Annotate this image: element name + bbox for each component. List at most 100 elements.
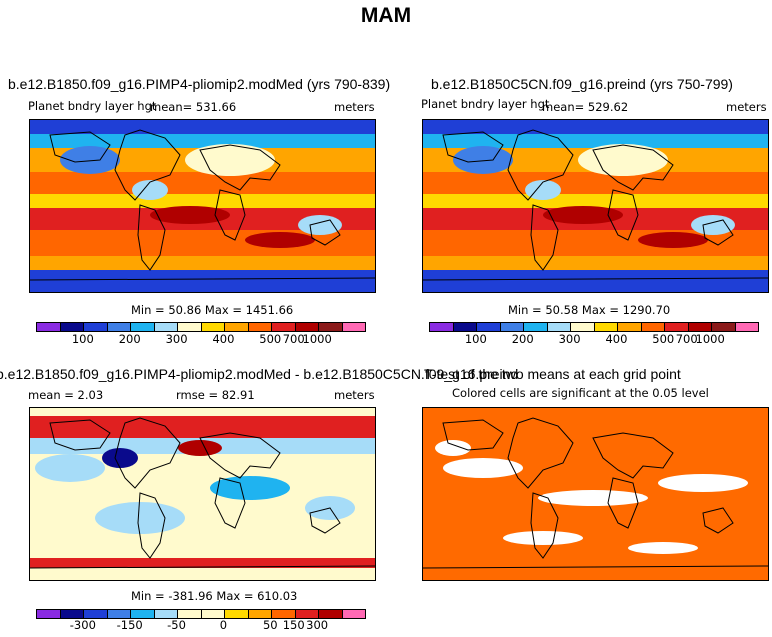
colorbar-tick-label: 1000 bbox=[695, 332, 725, 346]
colorbar-tick-label: 500 bbox=[259, 332, 282, 346]
map-field-patch bbox=[132, 180, 168, 200]
colorbar-swatch bbox=[84, 610, 108, 618]
map-field-band bbox=[423, 256, 768, 270]
coastline bbox=[309, 507, 341, 534]
colorbar-tick-label: 400 bbox=[605, 332, 628, 346]
panel1-title: b.e12.B1850.f09_g16.PIMP4-pliomip2.modMe… bbox=[8, 76, 391, 92]
panel3-title: b.e12.B1850.f09_g16.PIMP4-pliomip2.modMe… bbox=[0, 366, 519, 382]
colorbar-swatch bbox=[295, 610, 319, 618]
colorbar-swatch bbox=[37, 323, 61, 331]
coastline bbox=[49, 131, 111, 163]
panel4-title: T-test of the two means at each grid poi… bbox=[424, 366, 681, 382]
coastline bbox=[507, 417, 574, 489]
map-field-band bbox=[30, 416, 375, 438]
coastline bbox=[507, 129, 574, 201]
colorbar-tick-label: 200 bbox=[511, 332, 534, 346]
colorbar-swatch bbox=[154, 610, 178, 618]
ttest-insignificant-patch bbox=[538, 490, 648, 506]
colorbar-tick-label: 700 bbox=[675, 332, 698, 346]
colorbar-tick-label: 150 bbox=[282, 618, 305, 632]
panel3-rmse: rmse = 82.91 bbox=[176, 388, 255, 402]
colorbar-swatch bbox=[201, 323, 225, 331]
panel3-units: meters bbox=[334, 388, 375, 402]
panel1-minmax: Min = 50.86 Max = 1451.66 bbox=[131, 303, 294, 317]
map-field-band bbox=[30, 172, 375, 194]
panel2-minmax: Min = 50.58 Max = 1290.70 bbox=[508, 303, 671, 317]
colorbar-tick-label: -150 bbox=[116, 618, 143, 632]
colorbar-swatch bbox=[500, 323, 524, 331]
coastline bbox=[423, 277, 768, 281]
map-field-band bbox=[30, 256, 375, 270]
map-field-patch bbox=[638, 232, 708, 248]
colorbar-tick-label: 100 bbox=[464, 332, 487, 346]
colorbar-swatch bbox=[477, 323, 501, 331]
ttest-insignificant-patch bbox=[503, 531, 583, 545]
colorbar-swatch bbox=[131, 610, 155, 618]
panel2-map bbox=[422, 119, 769, 293]
colorbar-tick-label: -300 bbox=[69, 618, 96, 632]
map-field-band bbox=[423, 172, 768, 194]
colorbar-swatch bbox=[453, 323, 477, 331]
map-field-band bbox=[30, 270, 375, 292]
map-field-band bbox=[423, 120, 768, 134]
panel3-colorbar bbox=[36, 609, 366, 619]
panel4-map bbox=[422, 407, 769, 581]
map-field-patch bbox=[150, 206, 230, 224]
colorbar-swatch bbox=[107, 610, 131, 618]
colorbar-swatch bbox=[272, 610, 296, 618]
coastline bbox=[199, 144, 281, 191]
panel2-units: meters bbox=[726, 100, 767, 114]
map-field-band bbox=[30, 134, 375, 148]
colorbar-swatch bbox=[430, 323, 454, 331]
map-field-patch bbox=[210, 476, 290, 500]
colorbar-swatch bbox=[641, 323, 665, 331]
colorbar-tick-label: 300 bbox=[306, 618, 329, 632]
coastline bbox=[607, 189, 639, 241]
colorbar-swatch bbox=[84, 323, 108, 331]
coastline bbox=[442, 131, 504, 163]
colorbar-swatch bbox=[272, 323, 296, 331]
panel2-title: b.e12.B1850C5CN.f09_g16.preind (yrs 750-… bbox=[431, 76, 733, 92]
colorbar-swatch bbox=[248, 610, 272, 618]
colorbar-swatch bbox=[319, 610, 343, 618]
colorbar-tick-label: 700 bbox=[282, 332, 305, 346]
colorbar-swatch bbox=[107, 323, 131, 331]
coastline bbox=[114, 129, 181, 201]
map-field-band bbox=[423, 194, 768, 208]
coastline bbox=[30, 565, 375, 569]
coastline bbox=[530, 204, 559, 271]
panel1-mean: mean= 531.66 bbox=[150, 100, 237, 114]
panel1-colorbar bbox=[36, 322, 366, 332]
ttest-insignificant-patch bbox=[435, 440, 471, 456]
colorbar-swatch bbox=[342, 323, 365, 331]
colorbar-swatch bbox=[735, 323, 758, 331]
panel4-subtitle: Colored cells are significant at the 0.0… bbox=[452, 386, 709, 400]
coastline bbox=[702, 219, 734, 246]
colorbar-swatch bbox=[342, 610, 365, 618]
panel2-mean: mean= 529.62 bbox=[542, 100, 629, 114]
colorbar-swatch bbox=[201, 610, 225, 618]
coastline bbox=[702, 507, 734, 534]
map-field-patch bbox=[245, 232, 315, 248]
panel1-units: meters bbox=[334, 100, 375, 114]
colorbar-tick-label: 400 bbox=[212, 332, 235, 346]
map-field-band bbox=[30, 558, 375, 568]
colorbar-tick-label: 500 bbox=[652, 332, 675, 346]
coastline bbox=[592, 144, 674, 191]
colorbar-swatch bbox=[37, 610, 61, 618]
colorbar-swatch bbox=[178, 610, 202, 618]
colorbar-tick-label: 50 bbox=[262, 618, 278, 632]
map-field-patch bbox=[298, 215, 342, 235]
map-field-band bbox=[423, 134, 768, 148]
colorbar-tick-label: 300 bbox=[165, 332, 188, 346]
map-field-patch bbox=[525, 180, 561, 200]
colorbar-swatch bbox=[547, 323, 571, 331]
colorbar-tick-label: 1000 bbox=[302, 332, 332, 346]
map-field-patch bbox=[543, 206, 623, 224]
coastline bbox=[214, 189, 246, 241]
colorbar-tick-label: 300 bbox=[558, 332, 581, 346]
panel2-variable-label: Planet bndry layer hgt bbox=[421, 97, 550, 111]
colorbar-tick-label: 200 bbox=[118, 332, 141, 346]
colorbar-swatch bbox=[295, 323, 319, 331]
colorbar-swatch bbox=[248, 323, 272, 331]
